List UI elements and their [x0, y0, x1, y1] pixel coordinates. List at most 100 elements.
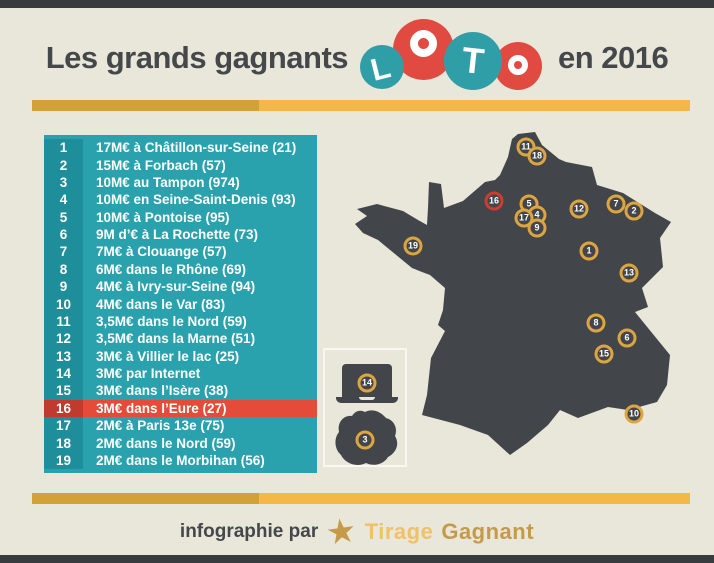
map-marker-9: 9 — [527, 218, 547, 238]
winner-rank: 2 — [44, 156, 83, 174]
france-map-shape — [355, 132, 671, 455]
list-item: 13 3M€ à Villier le lac (25) — [44, 347, 317, 365]
winner-rank: 12 — [44, 330, 83, 348]
map-marker-17: 17 — [514, 208, 534, 228]
credit-line: infographie par ★ Tirage Gagnant — [0, 511, 714, 553]
winner-rank: 4 — [44, 191, 83, 209]
top-frame-bar — [0, 0, 714, 8]
list-item: 8 6M€ dans le Rhône (69) — [44, 260, 317, 278]
winner-label: 4M€ à Ivry-sur-Seine (94) — [96, 279, 256, 295]
map-marker-2: 2 — [624, 201, 644, 221]
list-item: 12 3,5M€ dans la Marne (51) — [44, 330, 317, 348]
winner-label: 3M€ à Villier le lac (25) — [96, 348, 240, 364]
winner-label: 6M€ dans le Rhône (69) — [96, 261, 247, 277]
map-marker-15: 15 — [594, 344, 614, 364]
page-title-left: Les grands gagnants — [45, 40, 349, 75]
list-item: 17 2M€ à Paris 13e (75) — [44, 417, 317, 435]
footer-divider-bar — [32, 493, 690, 504]
list-item: 6 9M d’€ à La Rochette (73) — [44, 225, 317, 244]
winner-label: 4M€ dans le Var (83) — [96, 296, 226, 312]
winner-label: 10M€ en Seine-Saint-Denis (93) — [96, 192, 296, 208]
list-item: 10 4M€ dans le Var (83) — [44, 295, 317, 313]
map-marker-14: 14 — [357, 373, 377, 393]
winner-label: 2M€ dans le Morbihan (56) — [96, 452, 265, 468]
list-item: 3 10M€ au Tampon (974) — [44, 173, 317, 192]
list-item: 2 15M€ à Forbach (57) — [44, 156, 317, 174]
winner-rank: 16 — [44, 399, 83, 417]
map-marker-10: 10 — [624, 404, 644, 424]
list-item: 1 17M€ à Châtillon-sur-Seine (21) — [44, 139, 317, 157]
map-marker-12: 12 — [569, 199, 589, 219]
loto-logo: L T — [358, 17, 548, 99]
map-marker-1: 1 — [579, 241, 599, 261]
star-icon: ★ — [323, 511, 360, 553]
loto-letter-t: T — [459, 38, 487, 83]
list-item: 7 7M€ à Clouange (57) — [44, 243, 317, 261]
title-divider-bar-dark-segment — [32, 100, 259, 111]
list-item: 16 3M€ dans l’Eure (27) — [44, 399, 317, 417]
bottom-frame-bar — [0, 555, 714, 563]
winner-label: 15M€ à Forbach (57) — [96, 157, 226, 173]
winner-rank: 1 — [44, 139, 83, 157]
winner-rank: 10 — [44, 295, 83, 313]
loto-ball-teal-t — [444, 32, 503, 90]
winner-label: 10M€ au Tampon (974) — [96, 174, 240, 190]
winner-rank: 19 — [44, 451, 83, 470]
map-marker-19: 19 — [403, 236, 423, 256]
winner-rank: 9 — [44, 278, 83, 296]
winner-label: 3M€ par Internet — [96, 366, 201, 382]
list-item: 18 2M€ dans le Nord (59) — [44, 434, 317, 452]
winner-rank: 11 — [44, 312, 83, 331]
laptop-notch-icon — [359, 397, 375, 400]
map-marker-6: 6 — [617, 328, 637, 348]
footer-divider-bar-dark-segment — [32, 493, 259, 504]
winner-rank: 8 — [44, 260, 83, 278]
list-item: 5 10M€ à Pontoise (95) — [44, 208, 317, 226]
map-marker-13: 13 — [619, 263, 639, 283]
winner-rank: 7 — [44, 243, 83, 261]
winner-label: 2M€ dans le Nord (59) — [96, 435, 236, 451]
loto-letter-o-ring-icon — [410, 30, 438, 57]
winner-label: 3M€ dans l’Isère (38) — [96, 383, 229, 399]
map-marker-18: 18 — [527, 146, 547, 166]
map-marker-3: 3 — [355, 430, 375, 450]
winner-label: 7M€ à Clouange (57) — [96, 244, 227, 260]
map-marker-8: 8 — [586, 313, 606, 333]
winner-label: 3M€ dans l’Eure (27) — [96, 400, 227, 416]
winner-rank: 5 — [44, 208, 83, 226]
winner-label: 3,5M€ dans la Marne (51) — [96, 331, 256, 347]
map-marker-16: 16 — [484, 191, 504, 211]
list-item: 4 10M€ en Seine-Saint-Denis (93) — [44, 191, 317, 209]
france-map: 11 18 16 5 4 17 9 12 7 2 19 1 13 8 6 15 10 — [345, 125, 714, 470]
winner-rank: 17 — [44, 417, 83, 435]
winner-rank: 18 — [44, 434, 83, 452]
brand-name-second: Gagnant — [441, 519, 535, 544]
credit-prefix: infographie par — [179, 521, 319, 542]
winner-rank: 13 — [44, 347, 83, 365]
winner-rank: 6 — [44, 225, 83, 244]
brand-name-first: Tirage — [364, 519, 434, 544]
winner-rank: 14 — [44, 364, 83, 383]
list-item: 15 3M€ dans l’Isère (38) — [44, 382, 317, 400]
winners-list: 1 17M€ à Châtillon-sur-Seine (21) 2 15M€ à … — [44, 135, 317, 473]
list-item: 11 3,5M€ dans le Nord (59) — [44, 312, 317, 331]
list-item: 9 4M€ à Ivry-sur-Seine (94) — [44, 278, 317, 296]
inset-box: 14 3 — [323, 348, 407, 467]
winner-rank: 15 — [44, 382, 83, 400]
header: Les grands gagnants L T en 2016 — [0, 18, 714, 98]
page-title-right: en 2016 — [558, 40, 669, 75]
winner-label: 3,5M€ dans le Nord (59) — [96, 313, 247, 329]
map-marker-7: 7 — [606, 194, 626, 214]
winner-label: 17M€ à Châtillon-sur-Seine (21) — [96, 140, 297, 156]
winner-label: 10M€ à Pontoise (95) — [96, 209, 230, 225]
winner-label: 9M d’€ à La Rochette (73) — [96, 227, 259, 243]
loto-letter-o2-ring-icon — [508, 55, 529, 75]
title-divider-bar — [32, 100, 690, 111]
winner-rank: 3 — [44, 173, 83, 192]
list-item: 19 2M€ dans le Morbihan (56) — [44, 451, 317, 470]
loto-ball-teal-l — [360, 45, 405, 89]
reunion-island-icon — [335, 410, 398, 466]
list-item: 14 3M€ par Internet — [44, 364, 317, 383]
laptop-base-icon — [336, 397, 398, 403]
